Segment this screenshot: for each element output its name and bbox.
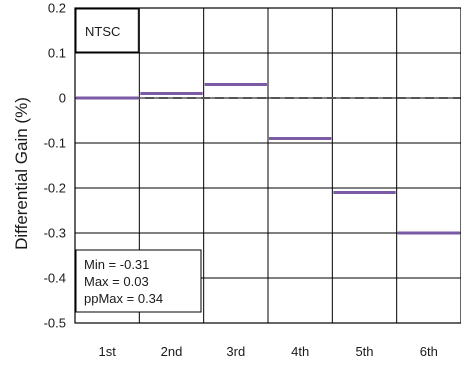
x-tick-label: 5th <box>355 344 373 359</box>
x-tick-label: 1st <box>98 344 116 359</box>
y-tick-label: 0 <box>59 91 66 106</box>
x-tick-label: 4th <box>291 344 309 359</box>
y-tick-label: 0.1 <box>48 46 66 61</box>
legend-label-ntsc: NTSC <box>85 24 120 39</box>
y-tick-label: -0.4 <box>44 271 66 286</box>
legend-box <box>75 8 139 53</box>
x-tick-label: 3rd <box>226 344 245 359</box>
y-tick-label: -0.2 <box>44 181 66 196</box>
y-tick-labels: 0.2 0.1 0 -0.1 -0.2 -0.3 -0.4 -0.5 <box>44 1 66 331</box>
stat-ppmax: ppMax = 0.34 <box>84 291 163 306</box>
y-axis-label: Differential Gain (%) <box>12 97 31 250</box>
stat-max: Max = 0.03 <box>84 274 149 289</box>
legend: NTSC <box>75 8 139 53</box>
plot-frame <box>74 7 461 324</box>
y-tick-label: -0.1 <box>44 136 66 151</box>
y-tick-label: -0.3 <box>44 226 66 241</box>
data-marks <box>76 83 460 235</box>
x-tick-label: 2nd <box>161 344 183 359</box>
y-tick-label: 0.2 <box>48 1 66 16</box>
stats-box <box>75 249 202 313</box>
x-tick-labels: 1st 2nd 3rd 4th 5th 6th <box>98 344 437 359</box>
stats-annotation: Min = -0.31 Max = 0.03 ppMax = 0.34 <box>75 249 202 313</box>
x-tick-label: 6th <box>420 344 438 359</box>
stat-min: Min = -0.31 <box>84 257 149 272</box>
y-tick-label: -0.5 <box>44 316 66 331</box>
